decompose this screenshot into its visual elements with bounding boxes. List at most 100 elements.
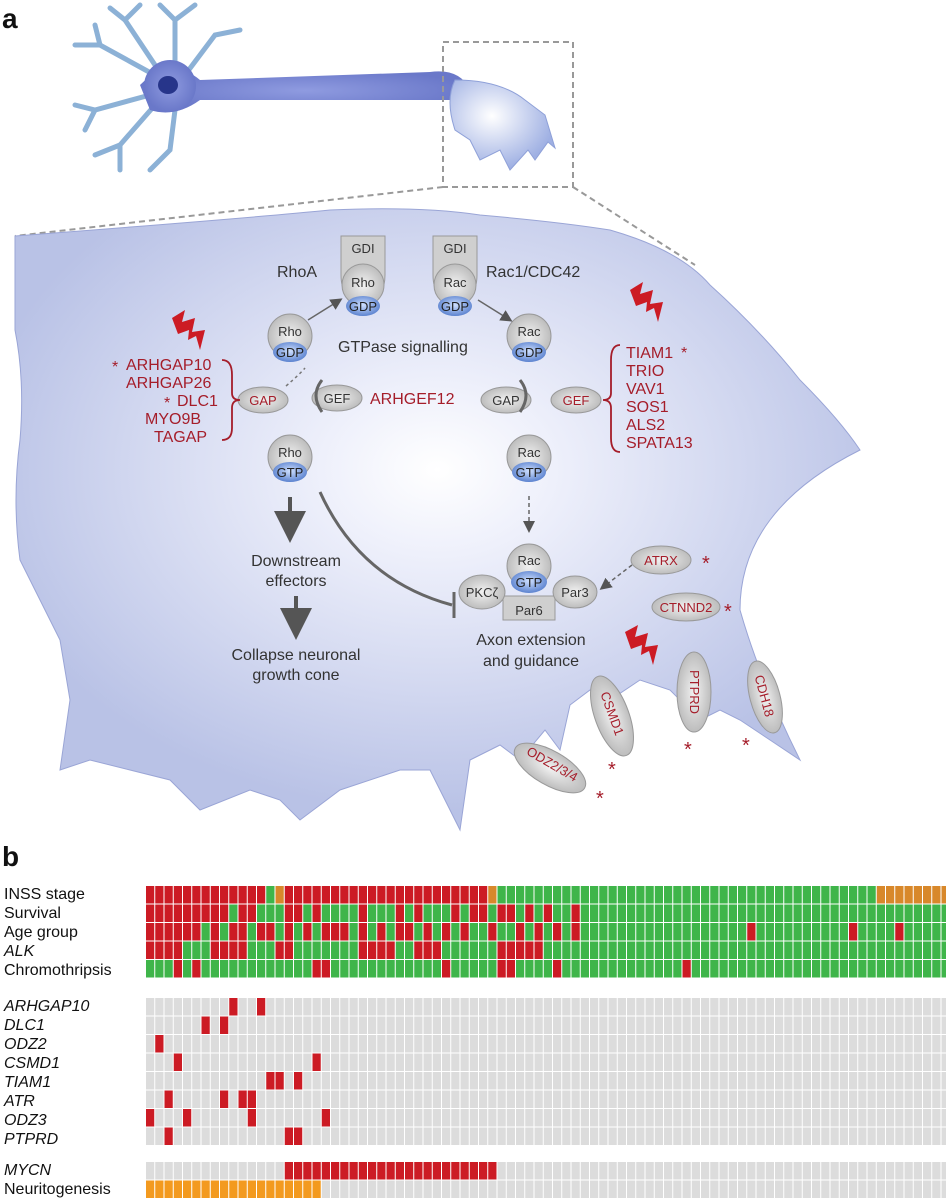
heatmap-cell [886, 886, 895, 904]
heatmap-cell [220, 904, 229, 922]
heatmap-cell [229, 923, 238, 941]
heatmap-cell [497, 1162, 506, 1180]
heatmap-cell [608, 1127, 617, 1145]
heatmap-cell [173, 1127, 182, 1145]
heatmap-cell [312, 941, 321, 959]
heatmap-cell [812, 904, 821, 922]
heatmap-cell [876, 1162, 885, 1180]
heatmap-cell [738, 904, 747, 922]
heatmap-cell [812, 1109, 821, 1127]
heatmap-cell [673, 998, 682, 1016]
heatmap-cell [553, 886, 562, 904]
heatmap-cell [664, 1127, 673, 1145]
heatmap-cell [340, 1035, 349, 1053]
heatmap-cell [719, 904, 728, 922]
heatmap-cell [886, 1162, 895, 1180]
heatmap-cell [904, 1072, 913, 1090]
heatmap-cell [257, 1180, 266, 1198]
heatmap-cell [571, 1072, 580, 1090]
heatmap-cell [257, 1072, 266, 1090]
heatmap-cell [451, 1180, 460, 1198]
heatmap-cell [645, 960, 654, 978]
row-label-dlc1: DLC1 [4, 1017, 45, 1034]
heatmap-cell [839, 923, 848, 941]
heatmap-cell [238, 1109, 247, 1127]
heatmap-cell [738, 998, 747, 1016]
heatmap-cell [368, 1072, 377, 1090]
heatmap-cell [210, 1127, 219, 1145]
heatmap-cell [821, 1127, 830, 1145]
svg-text:Rho: Rho [351, 275, 375, 290]
heatmap-cell [321, 1127, 330, 1145]
heatmap-cell [636, 1162, 645, 1180]
heatmap-cell [266, 1072, 275, 1090]
heatmap-cell [432, 1035, 441, 1053]
heatmap-cell [229, 1180, 238, 1198]
heatmap-cell [932, 960, 941, 978]
heatmap-cell [701, 941, 710, 959]
heatmap-cell [506, 960, 515, 978]
heatmap-cell [617, 941, 626, 959]
heatmap-cell [312, 1072, 321, 1090]
heatmap-cell [738, 1162, 747, 1180]
heatmap-cell [469, 1016, 478, 1034]
heatmap-cell [821, 904, 830, 922]
heatmap-cell [580, 1109, 589, 1127]
heatmap-cell [331, 1180, 340, 1198]
heatmap-cell [247, 1127, 256, 1145]
heatmap-cell [442, 1127, 451, 1145]
panel-label-b: b [2, 841, 19, 872]
heatmap-cell [386, 923, 395, 941]
heatmap-cell [738, 1016, 747, 1034]
heatmap-cell [303, 1072, 312, 1090]
heatmap-cell [923, 960, 932, 978]
heatmap-cell [599, 886, 608, 904]
heatmap-cell [710, 923, 719, 941]
heatmap-cell [599, 960, 608, 978]
heatmap-cell [775, 1016, 784, 1034]
heatmap-cell [608, 1072, 617, 1090]
heatmap-cell [728, 941, 737, 959]
heatmap-cell [821, 1180, 830, 1198]
heatmap-cell [220, 1180, 229, 1198]
heatmap-cell [358, 1180, 367, 1198]
heatmap-cell [784, 904, 793, 922]
heatmap-cell [682, 1053, 691, 1071]
heatmap-cell [747, 1016, 756, 1034]
heatmap-cell [765, 1053, 774, 1071]
heatmap-cell [654, 1162, 663, 1180]
heatmap-cell [543, 1035, 552, 1053]
heatmap-cell [858, 1109, 867, 1127]
heatmap-cell [830, 1180, 839, 1198]
heatmap-cell [793, 886, 802, 904]
heatmap-cell [913, 1180, 922, 1198]
heatmap-cell [294, 1162, 303, 1180]
heatmap-cell [775, 1109, 784, 1127]
heatmap-cell [895, 1072, 904, 1090]
heatmap-cell [728, 886, 737, 904]
heatmap-cell [469, 1035, 478, 1053]
heatmap-cell [580, 1053, 589, 1071]
heatmap-cell [405, 1127, 414, 1145]
heatmap-cell [469, 941, 478, 959]
heatmap-cell [664, 1180, 673, 1198]
heatmap-cell [414, 1072, 423, 1090]
heatmap-cell [229, 1162, 238, 1180]
heatmap-cell [284, 1072, 293, 1090]
heatmap-cell [506, 1072, 515, 1090]
heatmap-cell [913, 886, 922, 904]
heatmap-cell [580, 1162, 589, 1180]
heatmap-cell [146, 998, 155, 1016]
heatmap-cell [395, 1109, 404, 1127]
heatmap-cell [275, 1162, 284, 1180]
heatmap-cell [349, 904, 358, 922]
heatmap-cell [423, 923, 432, 941]
heatmap-cell [395, 1162, 404, 1180]
heatmap-cell [201, 1162, 210, 1180]
heatmap-cell [728, 1109, 737, 1127]
heatmap-cell [682, 1162, 691, 1180]
heatmap-cell [284, 998, 293, 1016]
svg-text:*: * [702, 553, 710, 575]
heatmap-cell [682, 1072, 691, 1090]
heatmap-cell [266, 941, 275, 959]
